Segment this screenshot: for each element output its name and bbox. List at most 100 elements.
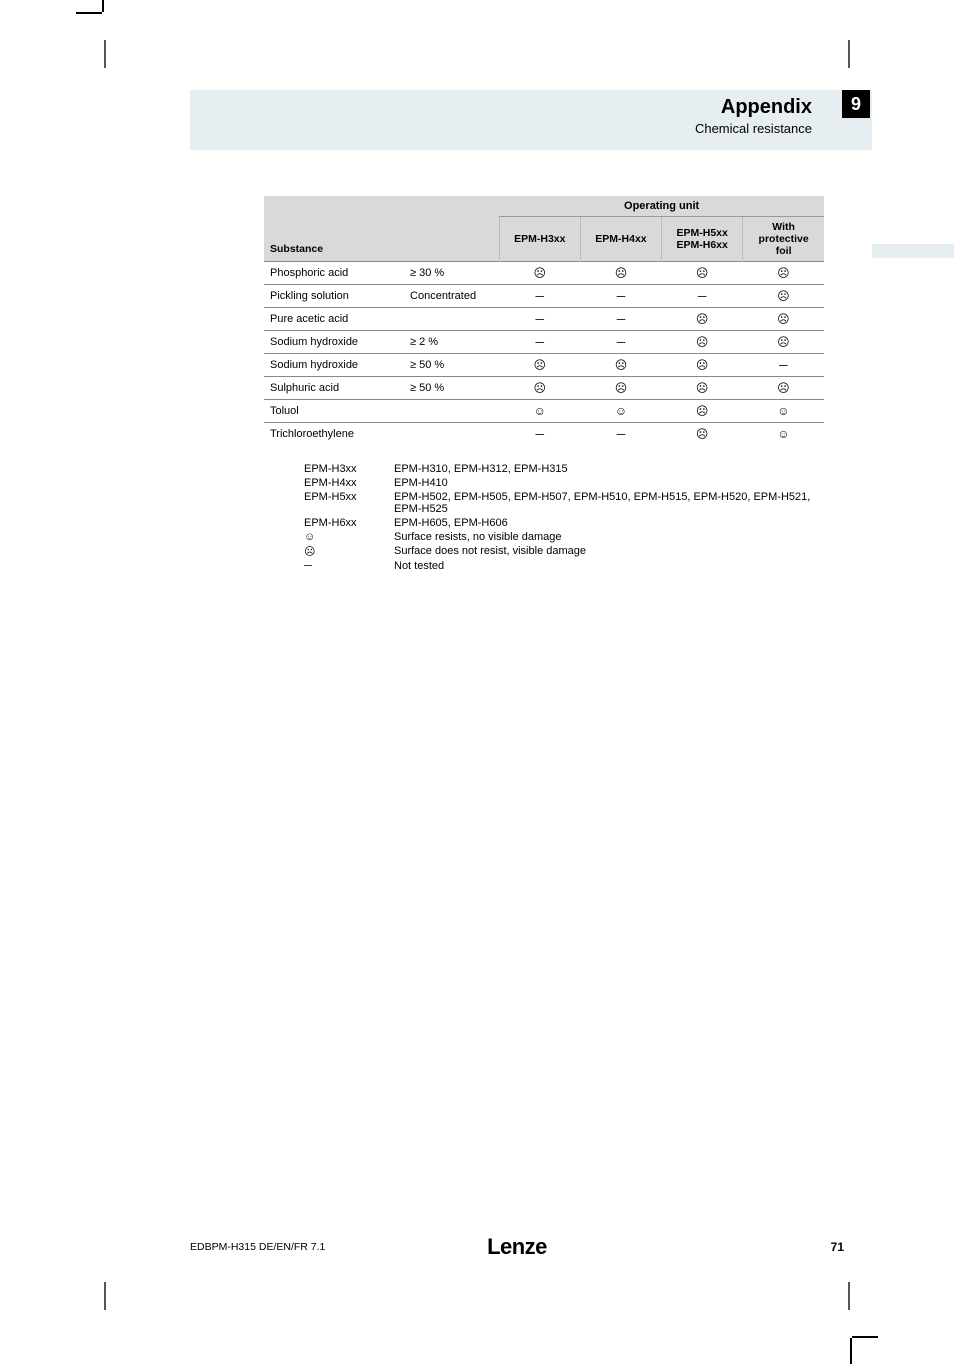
cell-value: ─ [499, 308, 580, 331]
legend-row: EPM-H4xxEPM-H410 [304, 477, 824, 489]
cell-value: ─ [662, 285, 743, 308]
legend-row: EPM-H3xxEPM-H310, EPM-H312, EPM-H315 [304, 463, 824, 475]
cell-value: ☹ [662, 308, 743, 331]
cell-value: ☺ [743, 400, 824, 423]
col-h4xx: EPM-H4xx [580, 217, 661, 262]
legend-key: ─ [304, 560, 394, 572]
cell-value: ☺ [743, 423, 824, 446]
cell-condition [404, 400, 499, 423]
cell-value: ☹ [743, 262, 824, 285]
cut-mark-tl [104, 40, 106, 68]
page-subtitle: Chemical resistance [695, 121, 812, 136]
legend-key: ☹ [304, 545, 394, 558]
table-row: Pure acetic acid──☹☹ [264, 308, 824, 331]
crop-mark-tl [76, 12, 102, 14]
cell-condition: Concentrated [404, 285, 499, 308]
cell-condition: ≥ 50 % [404, 354, 499, 377]
cell-value: ☹ [662, 377, 743, 400]
cell-value: ─ [580, 331, 661, 354]
chapter-number: 9 [842, 90, 870, 118]
cell-value: ☺ [499, 400, 580, 423]
table-row: Toluol☺☺☹☺ [264, 400, 824, 423]
legend: EPM-H3xxEPM-H310, EPM-H312, EPM-H315EPM-… [304, 463, 824, 572]
legend-value: Surface does not resist, visible damage [394, 545, 824, 558]
legend-value: Not tested [394, 560, 824, 572]
cell-value: ─ [743, 354, 824, 377]
col-substance: Substance [264, 217, 404, 262]
legend-key: EPM-H3xx [304, 463, 394, 475]
cell-value: ─ [499, 331, 580, 354]
cell-value: ─ [499, 423, 580, 446]
cut-mark-bl [104, 1282, 106, 1310]
cell-substance: Pure acetic acid [264, 308, 404, 331]
page-title: Appendix [695, 96, 812, 119]
legend-value: EPM-H502, EPM-H505, EPM-H507, EPM-H510, … [394, 491, 824, 515]
cell-value: ☹ [743, 308, 824, 331]
cell-value: ☹ [662, 400, 743, 423]
cell-value: ☹ [580, 377, 661, 400]
cell-value: ─ [580, 308, 661, 331]
table-row: Pickling solutionConcentrated───☹ [264, 285, 824, 308]
cell-substance: Pickling solution [264, 285, 404, 308]
cell-value: ☹ [662, 331, 743, 354]
footer: EDBPM-H315 DE/EN/FR 7.1 Lenze 71 [190, 1240, 844, 1254]
legend-row: ─Not tested [304, 560, 824, 572]
cell-condition: ≥ 30 % [404, 262, 499, 285]
cell-substance: Trichloroethylene [264, 423, 404, 446]
cell-substance: Sodium hydroxide [264, 331, 404, 354]
table-body: Phosphoric acid≥ 30 %☹☹☹☹Pickling soluti… [264, 262, 824, 446]
legend-value: EPM-H410 [394, 477, 824, 489]
legend-key: EPM-H6xx [304, 517, 394, 529]
footer-docid: EDBPM-H315 DE/EN/FR 7.1 [190, 1241, 325, 1253]
legend-row: EPM-H6xxEPM-H605, EPM-H606 [304, 517, 824, 529]
legend-key: EPM-H5xx [304, 491, 394, 515]
cell-substance: Toluol [264, 400, 404, 423]
legend-row: ☺Surface resists, no visible damage [304, 531, 824, 543]
legend-key: ☺ [304, 531, 394, 543]
crop-mark-br [852, 1336, 878, 1338]
cell-condition: ≥ 2 % [404, 331, 499, 354]
table-row: Sodium hydroxide≥ 50 %☹☹☹─ [264, 354, 824, 377]
table-row: Trichloroethylene──☹☺ [264, 423, 824, 446]
cell-value: ☹ [499, 262, 580, 285]
cell-value: ─ [499, 285, 580, 308]
cell-value: ☹ [499, 377, 580, 400]
cell-value: ☹ [743, 377, 824, 400]
legend-value: EPM-H605, EPM-H606 [394, 517, 824, 529]
content-area: Operating unit Substance EPM-H3xx EPM-H4… [264, 196, 824, 574]
legend-row: EPM-H5xxEPM-H502, EPM-H505, EPM-H507, EP… [304, 491, 824, 515]
cell-condition [404, 308, 499, 331]
legend-key: EPM-H4xx [304, 477, 394, 489]
cell-value: ☹ [662, 354, 743, 377]
table-row: Sodium hydroxide≥ 2 %──☹☹ [264, 331, 824, 354]
cell-value: ☹ [580, 354, 661, 377]
footer-logo: Lenze [487, 1234, 547, 1260]
table-super-header: Operating unit [499, 196, 824, 217]
cell-value: ☹ [743, 285, 824, 308]
col-foil: With protective foil [743, 217, 824, 262]
accent-stripe [872, 244, 954, 258]
cell-value: ☺ [580, 400, 661, 423]
header-band: Appendix Chemical resistance [190, 90, 872, 150]
cell-value: ☹ [580, 262, 661, 285]
cell-condition [404, 423, 499, 446]
cut-mark-br [848, 1282, 850, 1310]
legend-value: Surface resists, no visible damage [394, 531, 824, 543]
cell-value: ─ [580, 423, 661, 446]
cell-condition: ≥ 50 % [404, 377, 499, 400]
cell-value: ─ [580, 285, 661, 308]
cell-value: ☹ [743, 331, 824, 354]
table-row: Sulphuric acid≥ 50 %☹☹☹☹ [264, 377, 824, 400]
resistance-table: Operating unit Substance EPM-H3xx EPM-H4… [264, 196, 824, 445]
table-row: Phosphoric acid≥ 30 %☹☹☹☹ [264, 262, 824, 285]
page-number: 71 [831, 1240, 844, 1254]
cell-substance: Sodium hydroxide [264, 354, 404, 377]
cell-value: ☹ [499, 354, 580, 377]
cut-mark-tr [848, 40, 850, 68]
cell-substance: Phosphoric acid [264, 262, 404, 285]
col-h5xx-h6xx: EPM-H5xx EPM-H6xx [662, 217, 743, 262]
legend-value: EPM-H310, EPM-H312, EPM-H315 [394, 463, 824, 475]
legend-row: ☹Surface does not resist, visible damage [304, 545, 824, 558]
col-h3xx: EPM-H3xx [499, 217, 580, 262]
cell-value: ☹ [662, 262, 743, 285]
